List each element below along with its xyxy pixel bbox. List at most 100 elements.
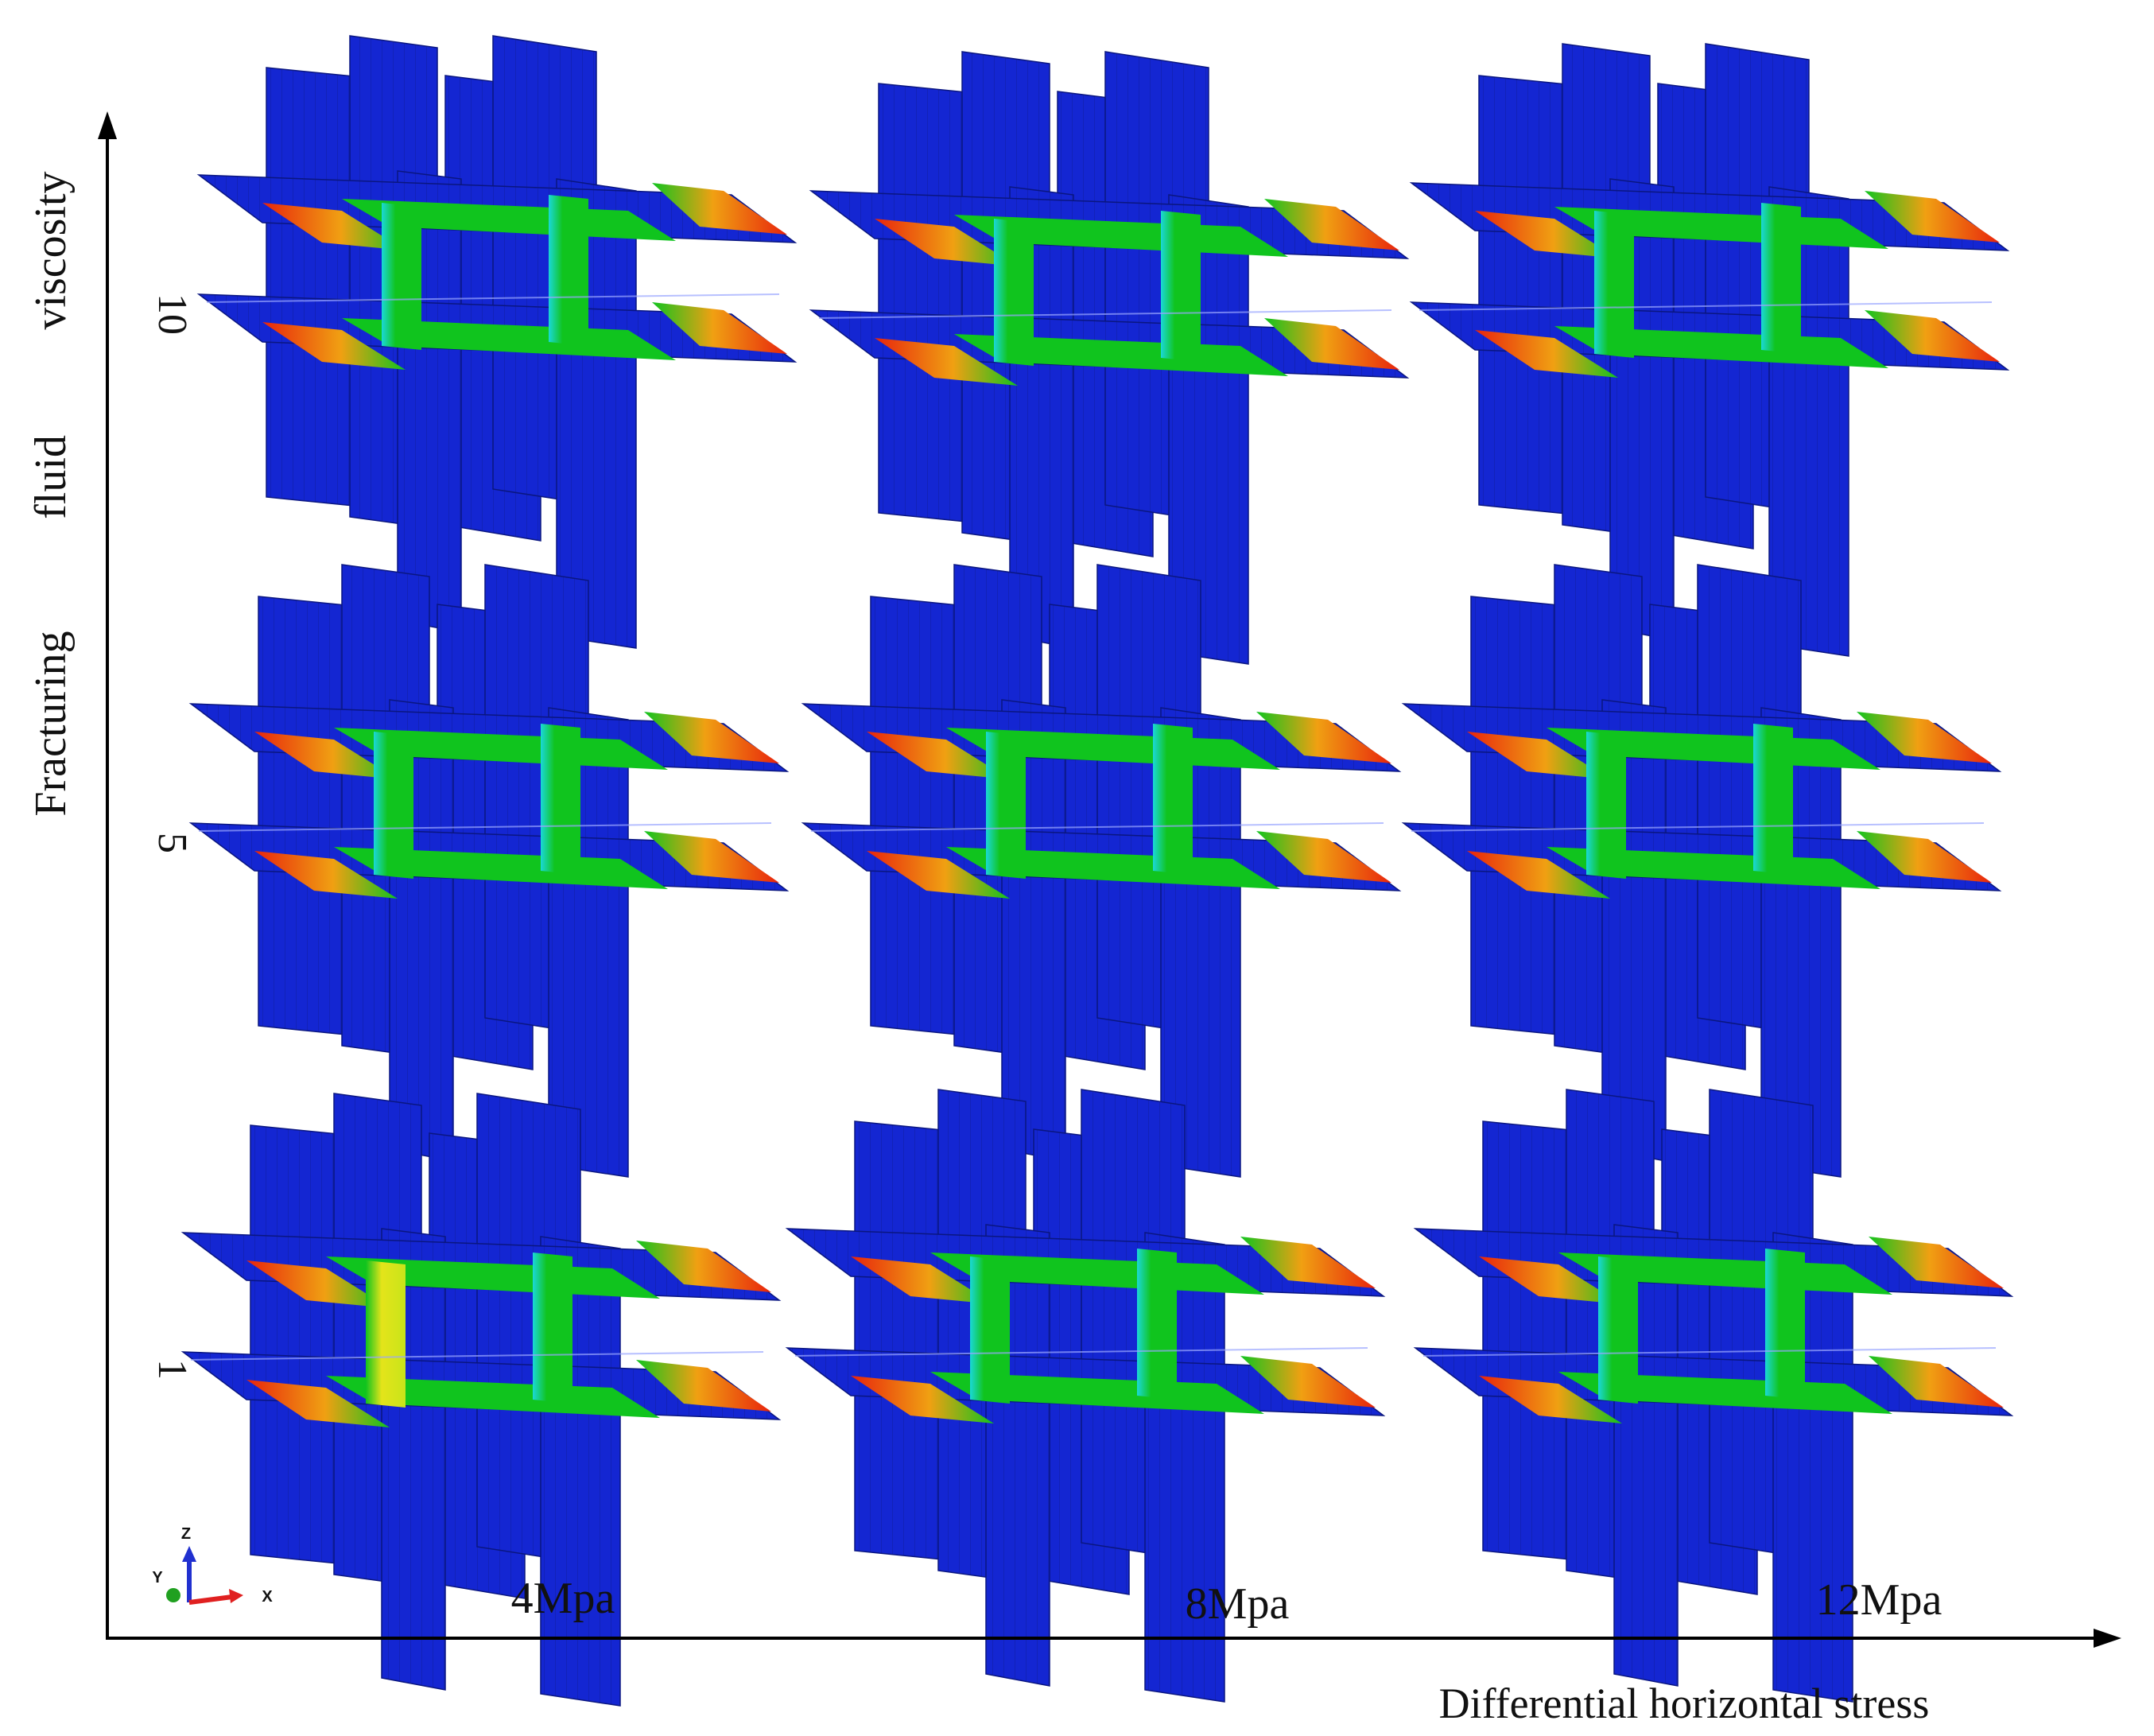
x-axis-title: Differential horizontal stress xyxy=(1439,1680,1930,1727)
horizontal-fracture-upper-right-tip xyxy=(636,1241,771,1292)
vertical-band-right xyxy=(1161,211,1201,362)
wellbore-line xyxy=(190,1351,764,1361)
vertical-band-right xyxy=(541,724,580,875)
triad-y-axis xyxy=(166,1588,180,1602)
horizontal-fracture-upper-right-tip xyxy=(1865,191,2000,243)
triad-x-label: X xyxy=(262,1588,273,1606)
horizontal-fracture-lower-left-tip xyxy=(875,338,1018,386)
horizontal-fracture-lower-left-tip xyxy=(1475,330,1618,378)
horizontal-fracture-lower-left-tip xyxy=(254,851,398,899)
vertical-band-left xyxy=(986,732,1026,879)
fracture-panel-5-4mpa xyxy=(188,564,790,1178)
horizontal-fracture-upper-left-tip xyxy=(875,219,1018,266)
horizontal-fracture-lower-core xyxy=(334,847,668,889)
horizontal-fracture-upper-core xyxy=(1547,728,1880,770)
y-axis-title-word-1: Fracturing xyxy=(26,631,76,816)
vertical-band-right xyxy=(1765,1249,1805,1400)
vertical-band-left xyxy=(366,1260,406,1408)
horizontal-fracture-upper-right-tip xyxy=(644,712,779,763)
horizontal-fracture-lower-core xyxy=(342,318,676,360)
fracture-panel-10-4mpa xyxy=(196,35,798,649)
horizontal-fracture-lower-core xyxy=(1547,847,1880,889)
triad-x-axis xyxy=(188,1594,233,1605)
y-axis-title-word-2: fluid xyxy=(26,435,76,519)
horizontal-fracture-upper-core xyxy=(326,1256,660,1299)
wellbore-line xyxy=(1411,822,1985,832)
wellbore-line xyxy=(810,822,1384,832)
horizontal-fracture-upper-core xyxy=(1554,207,1888,249)
triad-z-arrowhead xyxy=(182,1546,196,1562)
horizontal-fracture-upper-core xyxy=(1558,1252,1892,1295)
horizontal-fracture-upper-left-tip xyxy=(254,732,398,779)
horizontal-fracture-upper-core xyxy=(930,1252,1264,1295)
fracture-panel-1-4mpa xyxy=(180,1093,782,1707)
wellbore-line xyxy=(818,309,1392,319)
horizontal-fracture-lower-right-tip xyxy=(1869,1356,2004,1408)
horizontal-fracture-lower-core xyxy=(930,1372,1264,1414)
coordinate-triad-icon: Z X Y xyxy=(152,1525,273,1606)
wellbore-line xyxy=(198,822,772,832)
horizontal-fracture-upper-core xyxy=(946,728,1280,770)
axes xyxy=(98,111,2121,1648)
x-axis-arrow xyxy=(2094,1629,2121,1648)
horizontal-fracture-upper-core xyxy=(334,728,668,770)
horizontal-fracture-lower-right-tip xyxy=(644,831,779,883)
horizontal-fracture-upper-core xyxy=(954,215,1288,257)
vertical-band-left xyxy=(1586,732,1626,879)
horizontal-fracture-upper-left-tip xyxy=(1475,211,1618,258)
vertical-band-left xyxy=(382,203,421,350)
horizontal-fracture-upper-core xyxy=(342,199,676,241)
vertical-band-left xyxy=(994,219,1034,366)
vertical-band-left xyxy=(970,1256,1010,1404)
fracture-panel-10-8mpa xyxy=(809,51,1410,665)
horizontal-fracture-upper-left-tip xyxy=(246,1260,390,1308)
horizontal-fracture-upper-right-tip xyxy=(1264,199,1399,250)
triad-x-arrowhead xyxy=(229,1589,243,1603)
vertical-band-right xyxy=(1137,1249,1177,1400)
fracture-panel-1-12mpa xyxy=(1413,1089,2014,1703)
horizontal-fracture-lower-left-tip xyxy=(851,1376,994,1423)
fracture-panel-10-12mpa xyxy=(1409,43,2010,657)
horizontal-fracture-upper-left-tip xyxy=(851,1256,994,1304)
vertical-band-right xyxy=(549,195,588,346)
horizontal-fracture-lower-left-tip xyxy=(1467,851,1610,899)
horizontal-fracture-lower-right-tip xyxy=(1857,831,1992,883)
fracture-panel-5-12mpa xyxy=(1401,564,2002,1178)
fracture-panel-1-8mpa xyxy=(785,1089,1386,1703)
panel-grid xyxy=(180,35,2014,1707)
horizontal-fracture-lower-right-tip xyxy=(636,1360,771,1412)
vertical-band-left xyxy=(1598,1256,1638,1404)
y-axis-title-word-3: viscosity xyxy=(26,171,76,329)
vertical-band-right xyxy=(533,1252,572,1404)
horizontal-fracture-lower-core xyxy=(1554,326,1888,368)
horizontal-fracture-lower-left-tip xyxy=(262,322,406,370)
horizontal-fracture-lower-right-tip xyxy=(1240,1356,1376,1408)
row-label-10: 10 xyxy=(149,293,195,335)
wellbore-line xyxy=(1422,1347,1997,1357)
wellbore-line xyxy=(206,293,780,303)
row-label-5: 5 xyxy=(149,833,195,853)
y-axis-arrow xyxy=(98,111,117,139)
horizontal-fracture-lower-right-tip xyxy=(1865,310,2000,362)
horizontal-fracture-lower-left-tip xyxy=(1479,1376,1622,1423)
wellbore-line xyxy=(1419,301,1993,311)
triad-z-label: Z xyxy=(181,1525,191,1543)
horizontal-fracture-lower-core xyxy=(946,847,1280,889)
column-label-8mpa: 8Mpa xyxy=(1186,1579,1290,1629)
horizontal-fracture-upper-right-tip xyxy=(652,183,787,235)
horizontal-fracture-lower-core xyxy=(326,1376,660,1418)
horizontal-fracture-lower-right-tip xyxy=(652,302,787,354)
horizontal-fracture-lower-right-tip xyxy=(1256,831,1391,883)
row-label-1: 1 xyxy=(149,1359,195,1380)
y-axis-title: Fracturing fluid viscosity xyxy=(26,171,76,816)
horizontal-fracture-upper-left-tip xyxy=(262,203,406,250)
vertical-band-right xyxy=(1153,724,1193,875)
horizontal-fracture-upper-left-tip xyxy=(867,732,1010,779)
horizontal-fracture-lower-left-tip xyxy=(867,851,1010,899)
horizontal-fracture-upper-right-tip xyxy=(1857,712,1992,763)
column-label-12mpa: 12Mpa xyxy=(1816,1575,1942,1625)
triad-y-label: Y xyxy=(152,1569,163,1586)
horizontal-fracture-lower-left-tip xyxy=(246,1380,390,1427)
horizontal-fracture-upper-left-tip xyxy=(1479,1256,1622,1304)
